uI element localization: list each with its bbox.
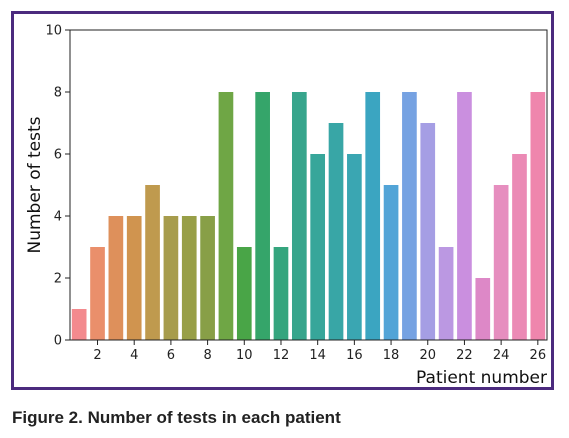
- bar-patient-8: [200, 216, 215, 340]
- bar-patient-12: [273, 247, 289, 340]
- y-tick-label: 8: [54, 86, 62, 101]
- y-tick-label: 10: [45, 24, 62, 39]
- figure-caption: Figure 2. Number of tests in each patien…: [12, 408, 341, 427]
- bar-patient-7: [181, 216, 197, 340]
- x-tick-label: 6: [167, 348, 175, 363]
- bar-patient-6: [163, 216, 179, 340]
- x-axis-label: Patient number: [416, 368, 547, 387]
- y-tick-label: 0: [54, 334, 62, 349]
- x-tick-label: 14: [309, 348, 326, 363]
- bar-patient-9: [218, 92, 234, 340]
- x-tick-label: 2: [93, 348, 101, 363]
- y-tick-label: 2: [54, 272, 62, 287]
- y-axis-label: Number of tests: [25, 116, 45, 253]
- bar-patient-16: [347, 154, 362, 340]
- bar-patient-18: [383, 185, 399, 340]
- x-tick-label: 20: [419, 348, 436, 363]
- figure-frame: 0 2 4 6 8 10 2 4 6 8 10 12 14 16 18 20 22 24 26 Number of…: [11, 11, 554, 390]
- x-tick-label: 26: [530, 348, 547, 363]
- bar-patient-17: [365, 92, 381, 340]
- bar-patient-19: [402, 92, 417, 340]
- bar-patient-4: [126, 216, 142, 340]
- bar-patient-2: [90, 247, 105, 340]
- bar-patient-3: [108, 216, 124, 340]
- x-tick-label: 24: [493, 348, 510, 363]
- bar-patient-15: [328, 123, 344, 340]
- x-tick-label: 16: [346, 348, 363, 363]
- bar-patient-1: [71, 309, 87, 340]
- bar-patient-21: [438, 247, 454, 340]
- x-tick-label: 10: [236, 348, 253, 363]
- x-tick-label: 22: [456, 348, 473, 363]
- bars-group: [71, 92, 546, 340]
- bar-patient-22: [457, 92, 472, 340]
- bar-patient-20: [420, 123, 436, 340]
- bar-patient-24: [493, 185, 509, 340]
- bar-patient-13: [291, 92, 307, 340]
- x-tick-label: 12: [273, 348, 290, 363]
- bar-patient-26: [530, 92, 546, 340]
- x-tick-label: 8: [203, 348, 211, 363]
- bar-patient-5: [145, 185, 160, 340]
- bar-patient-25: [512, 154, 527, 340]
- y-tick-label: 6: [54, 148, 62, 163]
- y-tick-label: 4: [54, 210, 62, 225]
- bar-patient-10: [236, 247, 252, 340]
- plot-area-border: [69, 29, 548, 341]
- bar-patient-11: [255, 92, 270, 340]
- x-tick-label: 18: [383, 348, 400, 363]
- bar-patient-23: [475, 278, 491, 340]
- x-tick-label: 4: [130, 348, 138, 363]
- x-ticks-group: 2 4 6 8 10 12 14 16 18 20 22 24 26: [93, 340, 546, 363]
- bar-patient-14: [310, 154, 326, 340]
- y-ticks-group: 0 2 4 6 8 10: [45, 24, 70, 349]
